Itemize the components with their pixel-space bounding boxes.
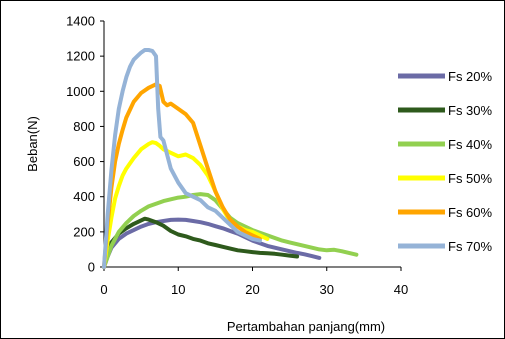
x-tick-label: 10 xyxy=(171,282,185,297)
legend-item: Fs 20% xyxy=(398,69,493,84)
series-line-1 xyxy=(102,217,322,269)
y-tick-label: 800 xyxy=(73,119,95,134)
x-tick-label: 20 xyxy=(245,282,259,297)
legend-item: Fs 60% xyxy=(398,205,493,220)
x-tick-label: 40 xyxy=(394,282,408,297)
y-tick-label: 600 xyxy=(73,154,95,169)
legend-label: Fs 30% xyxy=(448,103,493,118)
x-tick-label: 0 xyxy=(100,282,107,297)
y-tick-label: 1000 xyxy=(66,84,95,99)
y-tick-label: 1400 xyxy=(66,14,95,29)
legend-label: Fs 60% xyxy=(448,205,493,220)
legend-item: Fs 30% xyxy=(398,103,493,118)
legend-label: Fs 50% xyxy=(448,171,493,186)
series-line-4 xyxy=(102,140,270,269)
y-tick-label: 400 xyxy=(73,189,95,204)
legend-item: Fs 50% xyxy=(398,171,493,186)
x-axis-title: Pertambahan panjang(mm) xyxy=(227,319,385,334)
y-axis-title: Beban(N) xyxy=(25,116,40,172)
legend-item: Fs 40% xyxy=(398,137,493,152)
legend: Fs 20% Fs 30% Fs 40% Fs 50% Fs 60% Fs 70% xyxy=(398,69,493,254)
legend-label: Fs 20% xyxy=(448,69,493,84)
series-line-5 xyxy=(102,82,262,269)
legend-label: Fs 40% xyxy=(448,137,493,152)
axes: 0 200 400 600 800 1000 1200 1400 0 10 20 30 40 xyxy=(66,14,408,298)
series-line-2 xyxy=(102,216,300,269)
y-tick-label: 0 xyxy=(88,260,95,275)
y-tick-label: 1200 xyxy=(66,49,95,64)
series-layer xyxy=(102,48,359,269)
legend-item: Fs 70% xyxy=(398,239,493,254)
x-tick-label: 30 xyxy=(320,282,334,297)
series-line-6 xyxy=(102,48,262,269)
legend-label: Fs 70% xyxy=(448,239,493,254)
y-tick-label: 200 xyxy=(73,224,95,239)
